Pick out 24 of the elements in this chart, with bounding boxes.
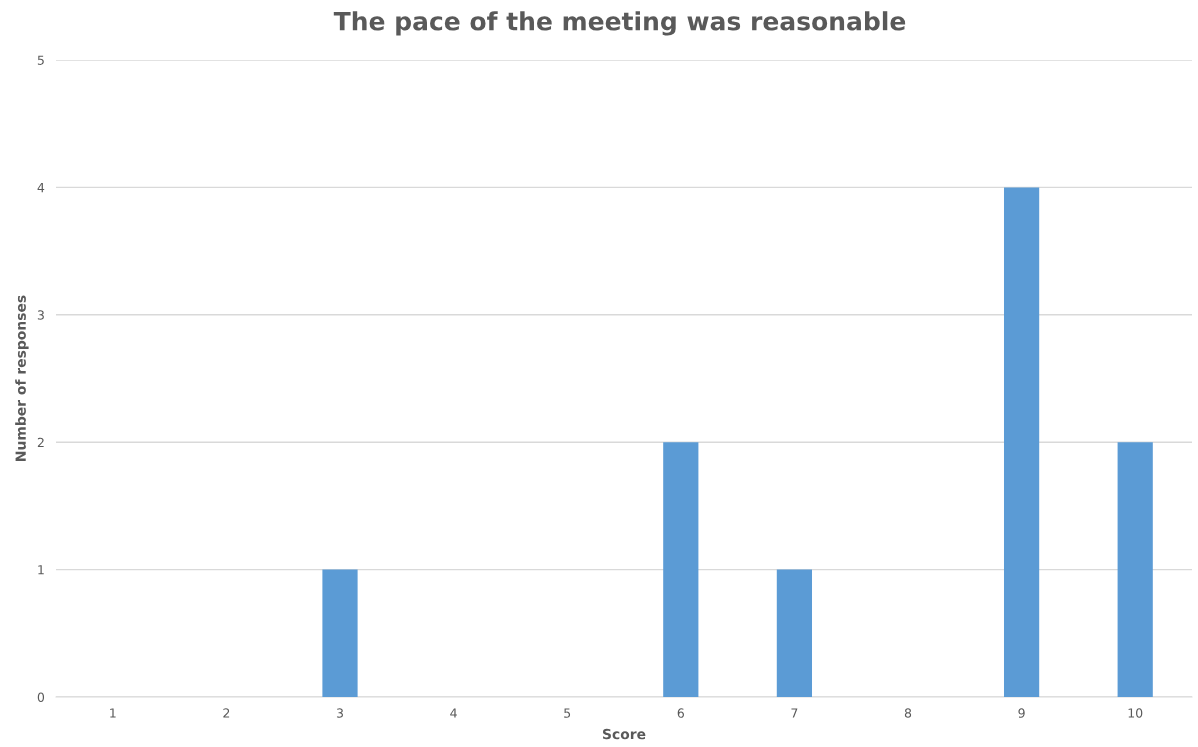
x-tick-label: 5 [564, 708, 571, 718]
x-tick-label: 7 [791, 708, 798, 718]
y-tick-label: 2 [37, 437, 44, 447]
y-tick-label: 0 [37, 692, 45, 702]
x-tick-label: 6 [677, 708, 684, 718]
bar [1003, 187, 1040, 697]
x-tick-label: 1 [110, 708, 116, 718]
x-tick-label: 8 [904, 708, 912, 718]
x-tick-label: 10 [1128, 708, 1143, 718]
y-tick-label: 1 [38, 565, 44, 575]
bar [776, 569, 813, 697]
bar [1117, 442, 1153, 697]
y-tick-label: 5 [37, 55, 44, 65]
y-axis-title: Number of responses [15, 295, 29, 461]
x-axis-title: Score [602, 728, 646, 740]
x-tick-label: 9 [1018, 708, 1025, 718]
chart-title: The pace of the meeting was reasonable [333, 11, 906, 36]
x-tick-label: 3 [336, 708, 343, 718]
y-tick-label: 3 [37, 310, 44, 320]
bar [322, 569, 358, 697]
y-tick-label: 4 [37, 183, 45, 193]
x-tick-label: 2 [223, 708, 230, 718]
bar [663, 442, 699, 697]
x-tick-label: 4 [450, 708, 457, 718]
